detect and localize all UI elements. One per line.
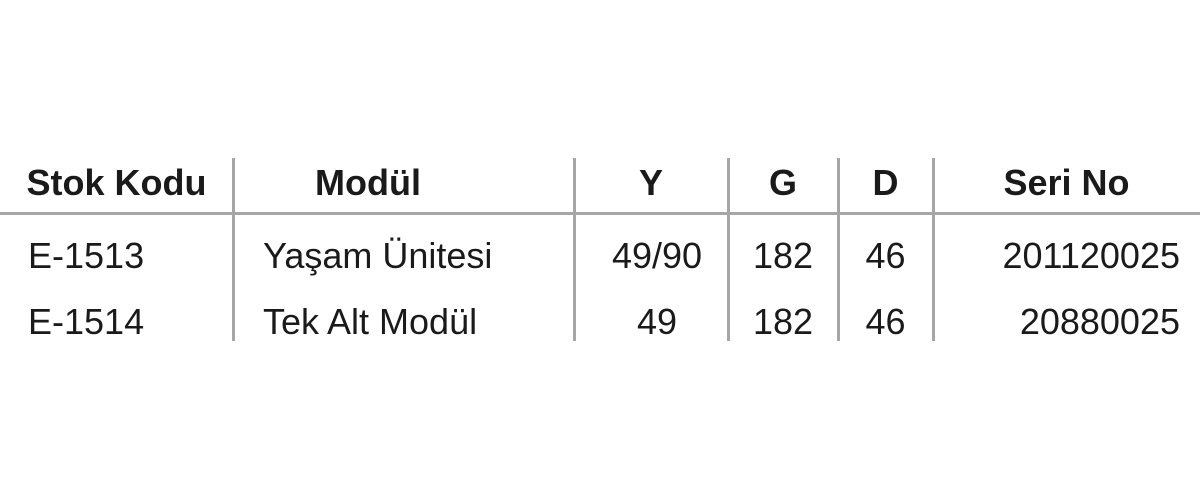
column-divider [932, 158, 935, 341]
header-g: G [768, 162, 797, 203]
header-d: D [872, 162, 899, 203]
cell-d: 46 [865, 235, 906, 276]
cell-g: 182 [752, 235, 814, 276]
cell-modul: Tek Alt Modül [263, 301, 478, 342]
header-divider [0, 212, 1200, 215]
header-y: Y [638, 162, 663, 203]
column-divider [727, 158, 730, 341]
header-seri-no: Seri No [1003, 162, 1130, 203]
cell-g: 182 [752, 301, 814, 342]
header-stok-kodu: Stok Kodu [26, 162, 207, 203]
cell-y: 49/90 [611, 235, 703, 276]
cell-d: 46 [865, 301, 906, 342]
column-divider [232, 158, 235, 341]
cell-stok-kodu: E-1514 [28, 301, 145, 342]
cell-modul: Yaşam Ünitesi [263, 235, 493, 276]
cell-stok-kodu: E-1513 [28, 235, 145, 276]
column-divider [837, 158, 840, 341]
cell-seri-no: 201120025 [1002, 235, 1180, 276]
header-modul: Modül [315, 162, 421, 203]
cell-seri-no: 20880025 [1019, 301, 1180, 342]
column-divider [573, 158, 576, 341]
cell-y: 49 [636, 301, 678, 342]
